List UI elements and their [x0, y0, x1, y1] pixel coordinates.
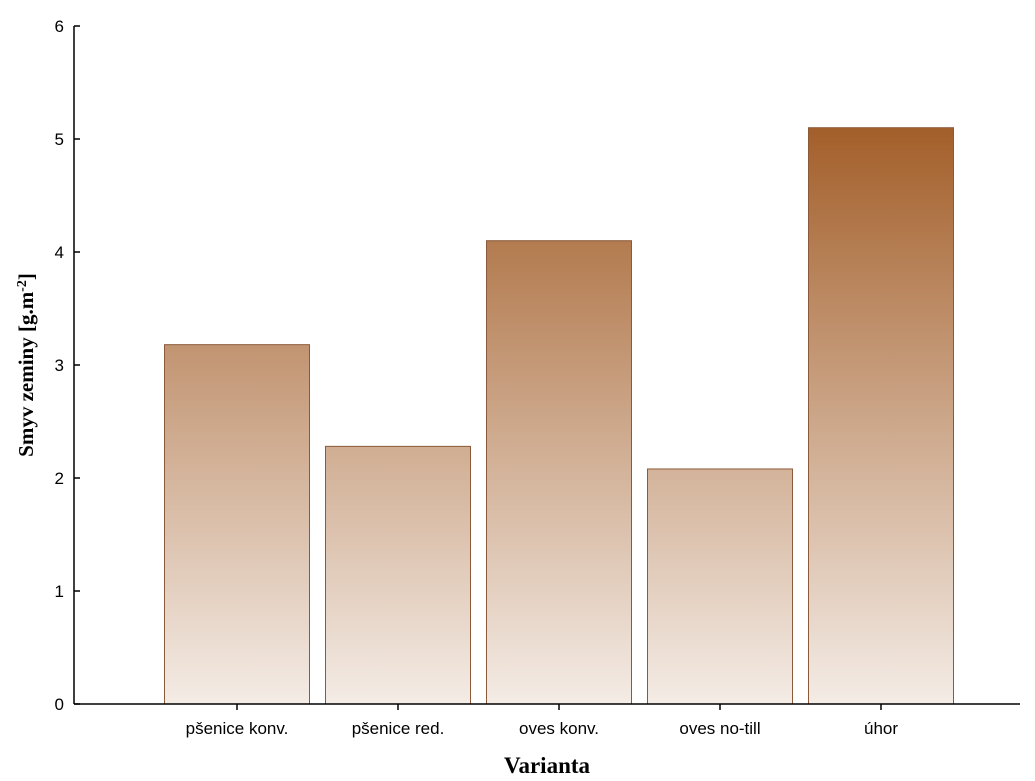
bar-2: [325, 445, 471, 705]
x-tick-label: pšenice red.: [352, 719, 445, 738]
x-tick-label: pšenice konv.: [186, 719, 289, 738]
y-axis-title-text: Smyv zeminy [g.m: [14, 291, 38, 457]
y-axis-title: Smyv zeminy [g.m-2]: [14, 273, 38, 457]
y-tick-label: 2: [55, 469, 64, 488]
y-tick-label: 0: [55, 695, 64, 714]
bar-5: [808, 127, 954, 705]
x-tick-label: oves konv.: [519, 719, 599, 738]
y-tick-label: 3: [55, 356, 64, 375]
x-axis-ticks: pšenice konv. pšenice red. oves konv. oves …: [186, 704, 898, 738]
y-axis-title-superscript: -2: [15, 280, 30, 292]
bar-1: [164, 344, 310, 705]
bar-3: [486, 240, 632, 705]
x-tick-label: úhor: [864, 719, 898, 738]
x-tick-label: oves no-till: [679, 719, 760, 738]
y-tick-label: 4: [55, 243, 64, 262]
bars-group: [164, 127, 954, 705]
y-axis-ticks: 0 1 2 3 4 5 6: [55, 17, 80, 714]
y-axis-title-suffix: ]: [14, 273, 38, 280]
y-tick-label: 5: [55, 130, 64, 149]
y-tick-label: 1: [55, 582, 64, 601]
bar-4: [647, 468, 793, 705]
y-tick-label: 6: [55, 17, 64, 36]
x-axis-title: Varianta: [504, 753, 591, 778]
